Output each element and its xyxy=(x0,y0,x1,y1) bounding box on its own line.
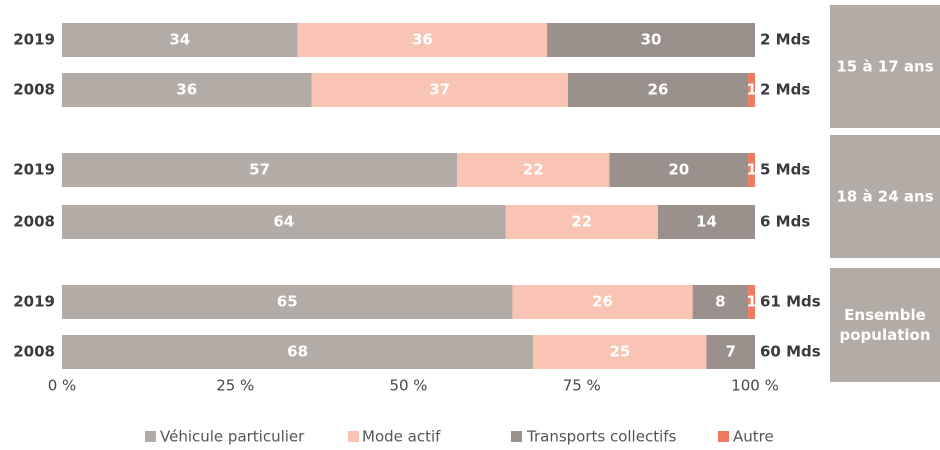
total-label: 60 Mds xyxy=(760,343,821,361)
legend-label: Transports collectifs xyxy=(526,428,677,446)
value-label: 64 xyxy=(273,213,294,231)
bar-segment xyxy=(692,285,749,319)
bar-segment xyxy=(62,205,506,239)
value-label: 57 xyxy=(249,161,270,179)
value-label: 26 xyxy=(592,293,613,311)
bar-segment xyxy=(297,23,548,57)
value-label: 37 xyxy=(429,81,450,99)
legend-swatch xyxy=(718,431,729,442)
year-label: 2019 xyxy=(13,293,55,311)
group-box xyxy=(830,5,940,128)
legend-label: Mode actif xyxy=(362,428,441,446)
group-label: 18 à 24 ans xyxy=(836,187,933,205)
value-label: 26 xyxy=(648,81,669,99)
bar-segment xyxy=(567,73,749,107)
bar-segment xyxy=(748,285,755,319)
bar-segment xyxy=(748,153,755,187)
legend-label: Autre xyxy=(733,428,774,446)
bar-segment xyxy=(62,335,534,369)
group-box xyxy=(830,268,940,382)
legend-label: Véhicule particulier xyxy=(160,428,305,446)
bar-segment xyxy=(62,285,513,319)
bar-segment xyxy=(62,23,298,57)
x-tick-label: 50 % xyxy=(389,377,427,395)
value-label: 7 xyxy=(726,343,736,361)
value-label: 36 xyxy=(176,81,197,99)
bar-segment xyxy=(62,153,458,187)
bar-segment xyxy=(512,285,693,319)
value-label: 22 xyxy=(571,213,592,231)
year-label: 2008 xyxy=(13,81,55,99)
value-label: 22 xyxy=(523,161,544,179)
value-label: 1 xyxy=(746,81,756,99)
x-tick-label: 75 % xyxy=(563,377,601,395)
total-label: 6 Mds xyxy=(760,213,810,231)
x-tick-label: 0 % xyxy=(48,377,77,395)
value-label: 30 xyxy=(641,31,662,49)
x-tick-label: 100 % xyxy=(731,377,779,395)
year-label: 2008 xyxy=(13,213,55,231)
year-label: 2008 xyxy=(13,343,55,361)
value-label: 65 xyxy=(277,293,298,311)
value-label: 14 xyxy=(696,213,717,231)
bar-segment xyxy=(547,23,755,57)
bar-segment xyxy=(505,205,658,239)
value-label: 1 xyxy=(746,161,756,179)
bar-segment xyxy=(609,153,749,187)
bar-segment xyxy=(657,205,755,239)
total-label: 61 Mds xyxy=(760,293,821,311)
bar-segment xyxy=(533,335,707,369)
value-label: 1 xyxy=(746,293,756,311)
group-box xyxy=(830,135,940,258)
bar-segment xyxy=(311,73,568,107)
total-label: 2 Mds xyxy=(760,81,810,99)
value-label: 25 xyxy=(609,343,630,361)
x-tick-label: 25 % xyxy=(216,377,254,395)
legend-swatch xyxy=(511,431,522,442)
group-label: Ensemble population xyxy=(839,306,930,344)
bar-segment xyxy=(706,335,755,369)
value-label: 20 xyxy=(668,161,689,179)
value-label: 36 xyxy=(412,31,433,49)
group-label: 15 à 17 ans xyxy=(836,57,933,75)
legend-swatch xyxy=(145,431,156,442)
value-label: 68 xyxy=(287,343,308,361)
bar-segment xyxy=(457,153,610,187)
bar-segment xyxy=(62,73,312,107)
year-label: 2019 xyxy=(13,31,55,49)
legend-swatch xyxy=(348,431,359,442)
value-label: 8 xyxy=(715,293,725,311)
year-label: 2019 xyxy=(13,161,55,179)
total-label: 2 Mds xyxy=(760,31,810,49)
bar-segment xyxy=(748,73,755,107)
total-label: 5 Mds xyxy=(760,161,810,179)
value-label: 34 xyxy=(169,31,190,49)
